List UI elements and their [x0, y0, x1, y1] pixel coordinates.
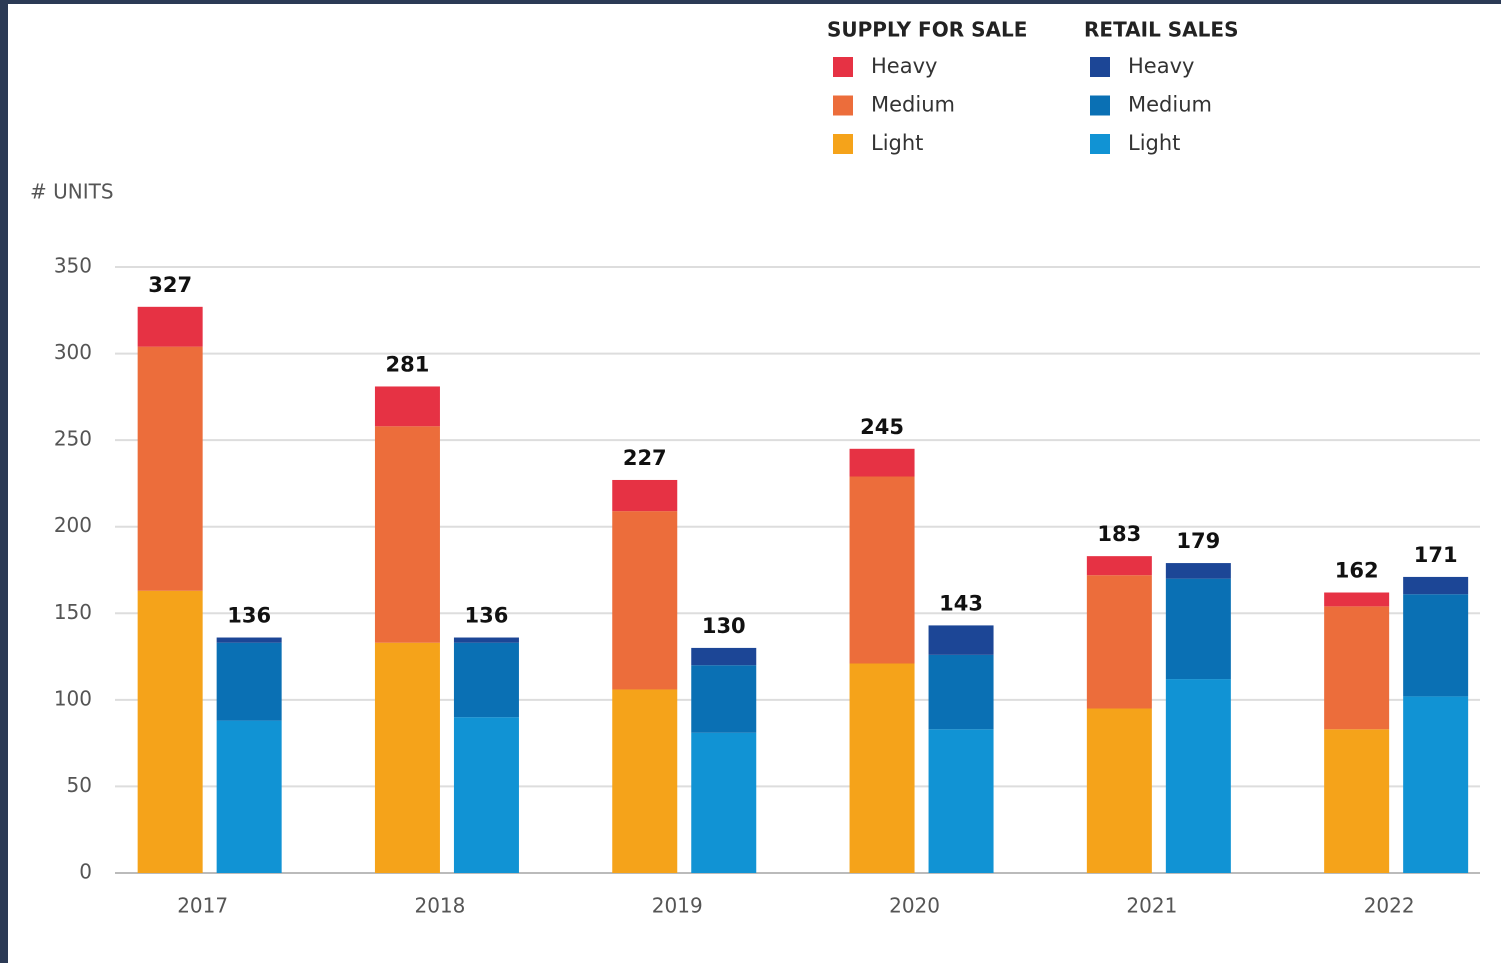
frame-left [0, 0, 8, 963]
bar-segment [928, 625, 994, 655]
bar-segment [216, 642, 282, 721]
legend-label: Light [871, 131, 923, 155]
bar-segment [137, 306, 203, 347]
y-tick-label: 150 [54, 600, 92, 624]
legend-swatch [833, 134, 853, 154]
bar-segment [612, 689, 678, 873]
bar-segment [1165, 563, 1231, 579]
bar-segment [453, 717, 519, 873]
x-tick-label: 2021 [1126, 894, 1177, 918]
bar-segment [374, 386, 440, 427]
total-label: 136 [227, 604, 271, 628]
x-tick-label: 2017 [177, 894, 228, 918]
bar-segment [1324, 729, 1390, 873]
bar-segment [1086, 556, 1152, 576]
legend-label: Medium [871, 93, 955, 117]
total-label: 136 [465, 604, 509, 628]
bar-segment [374, 426, 440, 643]
y-tick-label: 200 [54, 513, 92, 537]
bar-segment [1086, 708, 1152, 873]
bar-segment [928, 654, 994, 730]
x-tick-label: 2019 [652, 894, 703, 918]
legend-swatch [833, 95, 853, 116]
y-tick-label: 50 [67, 773, 92, 797]
bar-segment [453, 637, 519, 643]
legend-label: Medium [1128, 93, 1212, 117]
bar-segment [1403, 576, 1469, 595]
legend-label: Heavy [1128, 54, 1194, 78]
bar-segment [612, 511, 678, 690]
bar-segment [849, 663, 915, 873]
bar-segment [1165, 578, 1231, 680]
legend-swatch [1090, 134, 1110, 154]
bar-segment [928, 729, 994, 873]
total-label: 130 [702, 614, 746, 638]
bar-segment [216, 637, 282, 643]
total-label: 179 [1176, 529, 1220, 553]
y-tick-label: 250 [54, 427, 92, 451]
bar-segment [691, 665, 757, 733]
y-tick-label: 300 [54, 340, 92, 364]
bar-segment [849, 476, 915, 664]
bar-segment [1324, 592, 1390, 607]
bar-segment [453, 642, 519, 718]
bar-segment [137, 346, 203, 591]
legend-label: Light [1128, 131, 1180, 155]
bar-segment [849, 448, 915, 477]
total-label: 143 [939, 591, 983, 615]
x-tick-label: 2020 [889, 894, 940, 918]
legend-title: RETAIL SALES [1084, 18, 1238, 42]
bar-segment [691, 732, 757, 873]
total-label: 327 [148, 273, 192, 297]
bar-segment [1324, 606, 1390, 730]
total-label: 171 [1414, 543, 1458, 567]
total-label: 281 [386, 352, 430, 376]
total-label: 162 [1335, 559, 1379, 583]
y-tick-label: 350 [54, 254, 92, 278]
bar-segment [1403, 594, 1469, 697]
legend-title: SUPPLY FOR SALE [827, 18, 1027, 42]
bar-segment [612, 479, 678, 512]
y-tick-label: 0 [79, 860, 92, 884]
x-tick-label: 2022 [1364, 894, 1415, 918]
total-label: 245 [860, 415, 904, 439]
bar-segment [137, 590, 203, 873]
total-label: 183 [1097, 522, 1141, 546]
legend-swatch [833, 57, 853, 77]
bar-segment [691, 647, 757, 666]
legend-label: Heavy [871, 54, 937, 78]
y-tick-label: 100 [54, 686, 92, 710]
frame-top [0, 0, 1501, 4]
total-label: 227 [623, 446, 667, 470]
x-tick-label: 2018 [414, 894, 465, 918]
y-axis-label: # UNITS [30, 180, 114, 204]
legend-swatch [1090, 95, 1110, 116]
legend-swatch [1090, 57, 1110, 77]
bar-segment [374, 642, 440, 873]
bar-segment [216, 720, 282, 873]
bar-segment [1165, 679, 1231, 873]
bar-segment [1086, 575, 1152, 709]
bar-segment [1403, 696, 1469, 873]
